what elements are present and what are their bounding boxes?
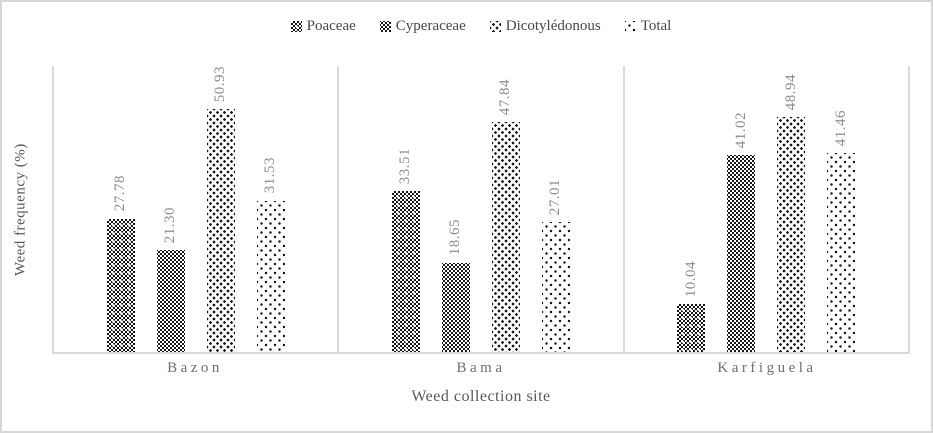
bar-value-label: 41.02 — [732, 111, 749, 149]
bar-value-label: 10.04 — [682, 260, 699, 297]
legend-item-cyperaceae: Cyperaceae — [379, 18, 466, 35]
bar-value-label: 27.78 — [112, 175, 129, 212]
bar-group-item: 47.84 — [491, 66, 520, 352]
bar-group-item: 31.53 — [256, 66, 285, 352]
bar-value-label: 48.94 — [782, 73, 799, 111]
legend-label: Poaceae — [306, 18, 356, 34]
bar-value-label: 47.84 — [497, 79, 514, 116]
bar-dicot-bama — [491, 122, 520, 352]
bar-group-item: 41.46 — [827, 66, 856, 352]
y-axis-title: Weed frequency (%) — [12, 143, 29, 277]
bar-group-item: 50.93 — [206, 66, 235, 352]
bar-dicot-bazon — [206, 109, 235, 352]
bar-value-label: 21.30 — [162, 206, 179, 243]
bar-dicot-karfiguela — [777, 117, 806, 352]
bar-value-label: 31.53 — [262, 157, 279, 194]
legend-label: Cyperaceae — [395, 18, 466, 34]
category-label-bazon: Bazon — [167, 360, 223, 376]
plot-area: 27.78 21.30 50.93 31.53 33.51 18.65 47.84 27.01… — [52, 66, 910, 354]
category-panel-karfiguela: 10.04 41.02 48.94 41.46 — [625, 66, 910, 352]
category-panel-bazon: 27.78 21.30 50.93 31.53 — [54, 66, 340, 352]
bar-group-item: 21.30 — [156, 66, 185, 352]
bar-poaceae-bama — [391, 191, 420, 352]
bar-group-item: 10.04 — [677, 66, 706, 352]
category-panel-bama: 33.51 18.65 47.84 27.01 — [339, 66, 625, 352]
bar-group-item: 27.01 — [541, 66, 570, 352]
poaceae-pattern-swatch-icon — [290, 21, 302, 32]
category-label-bama: Bama — [456, 360, 506, 376]
bar-group-item: 27.78 — [106, 66, 135, 352]
legend-label: Dicotylédonous — [505, 18, 601, 34]
bar-value-label: 18.65 — [447, 219, 464, 256]
bar-group-item: 33.51 — [391, 66, 420, 352]
category-label-karfiguela: Karfiguela — [717, 360, 817, 376]
chart-legend: Poaceae Cyperaceae Dicotylédonous Total — [52, 18, 910, 35]
bar-group-item: 18.65 — [441, 66, 470, 352]
bar-value-label: 33.51 — [397, 147, 414, 185]
legend-item-dicot: Dicotylédonous — [489, 18, 601, 35]
bar-poaceae-bazon — [106, 218, 135, 352]
bar-value-label: 27.01 — [547, 179, 564, 216]
bar-group-item: 48.94 — [777, 66, 806, 352]
legend-label: Total — [640, 18, 672, 34]
legend-item-total: Total — [624, 18, 672, 35]
legend-item-poaceae: Poaceae — [290, 18, 356, 35]
x-axis-title: Weed collection site — [411, 388, 551, 405]
bar-value-label: 41.46 — [832, 109, 849, 146]
bar-total-bama — [541, 222, 570, 352]
bar-total-karfiguela — [827, 153, 856, 352]
bar-value-label: 50.93 — [212, 66, 229, 103]
total-pattern-swatch-icon — [624, 21, 636, 32]
bar-poaceae-karfiguela — [677, 303, 706, 352]
bar-total-bazon — [256, 200, 285, 352]
bar-cyperaceae-bazon — [156, 249, 185, 352]
cyperaceae-pattern-swatch-icon — [379, 21, 391, 32]
bar-group-item: 41.02 — [727, 66, 756, 352]
bar-cyperaceae-bama — [441, 262, 470, 352]
dicot-pattern-swatch-icon — [489, 21, 501, 32]
category-axis-labels: Bazon Bama Karfiguela — [52, 360, 910, 377]
bar-cyperaceae-karfiguela — [727, 155, 756, 352]
